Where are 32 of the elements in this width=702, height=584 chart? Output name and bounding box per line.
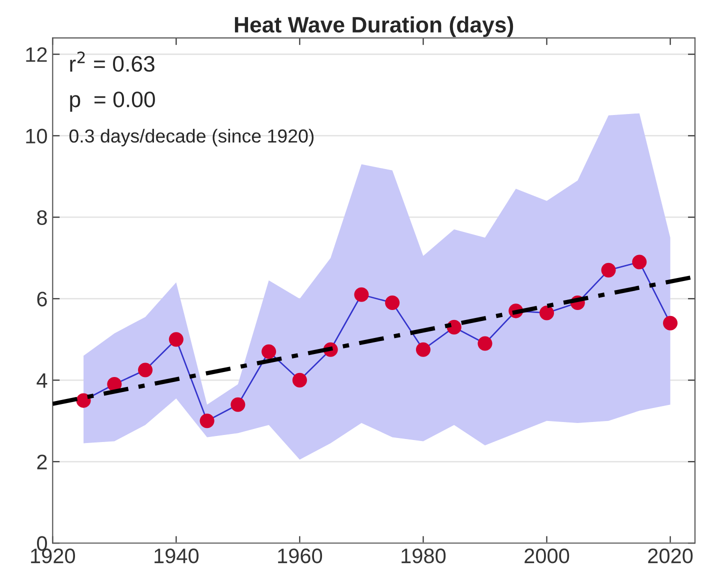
x-tick-label: 1960 [278,548,322,564]
x-tick-label: 2000 [524,548,570,564]
point [385,295,400,310]
y-tick-label: 6 [37,292,47,306]
point [76,393,91,408]
x-tick-label: 2020 [648,548,693,564]
y-tick-label: 10 [26,128,47,144]
point [292,372,307,388]
annotation: r$^{2}$ = 0.63 [70,52,154,72]
y-tick-label: 0 [37,536,47,551]
point [416,342,431,357]
annotation: p = 0.00 [70,92,155,112]
x-tick-label: 1940 [154,548,199,564]
x-tick-label: 1980 [402,548,446,564]
point [168,332,184,347]
point [262,344,276,359]
chart-title: Heat Wave Duration (days) [234,16,514,38]
point [632,254,647,270]
y-tick-label: 4 [36,373,48,388]
annotation: 0.3 days/decade (since 1920) [69,128,314,146]
point [354,287,369,302]
y-tick-label: 2 [37,454,47,470]
point [200,414,214,428]
point [539,306,554,320]
point [138,362,153,378]
y-tick-label: 8 [37,210,47,225]
point [230,397,246,412]
x-tick-label: 1920 [31,548,76,564]
point [601,262,616,278]
y-tick-label: 12 [26,47,47,62]
point [478,336,492,351]
point [662,316,678,330]
